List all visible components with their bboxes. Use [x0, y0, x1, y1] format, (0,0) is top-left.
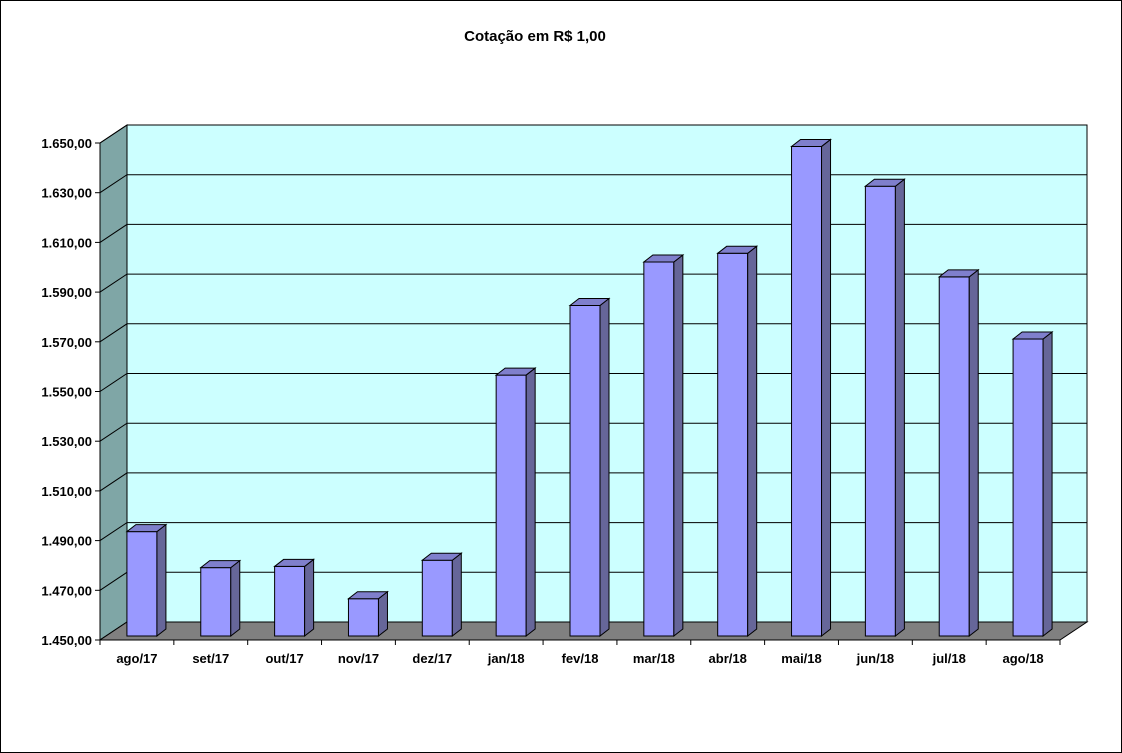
- x-tick-label: nov/17: [338, 651, 379, 666]
- bar-top: [716, 245, 759, 254]
- bar: [790, 138, 832, 638]
- gridline: [99, 472, 1087, 492]
- chart-title: Cotação em R$ 1,00: [464, 28, 606, 45]
- bar-front: [791, 145, 823, 637]
- x-tick-label: fev/18: [562, 651, 599, 666]
- bar-side: [451, 552, 462, 638]
- bar-side: [599, 297, 610, 638]
- bar: [347, 590, 389, 638]
- bar: [1011, 331, 1054, 638]
- bar: [494, 367, 537, 638]
- y-tick-label: 1.470,00: [41, 583, 92, 598]
- bar-side: [894, 178, 905, 638]
- bar-top: [420, 552, 463, 561]
- y-tick-label: 1.530,00: [41, 434, 92, 449]
- bar-front: [643, 261, 675, 637]
- bar-side: [968, 268, 979, 638]
- gridline: [99, 522, 1087, 542]
- bar-side: [304, 558, 315, 638]
- bar-side: [377, 590, 388, 638]
- bar-side: [673, 253, 684, 638]
- gridline: [99, 124, 1087, 144]
- bar: [642, 253, 685, 638]
- bar-top: [347, 591, 389, 600]
- bar-front: [200, 567, 232, 637]
- x-tick-label: ago/18: [1002, 651, 1043, 666]
- x-tick-label: mai/18: [781, 651, 821, 666]
- y-tick-label: 1.610,00: [41, 235, 92, 250]
- y-tick-label: 1.630,00: [41, 186, 92, 201]
- y-tick-label: 1.650,00: [41, 136, 92, 151]
- bar-top: [1011, 331, 1054, 340]
- bar-front: [495, 374, 527, 637]
- x-tick-label: jun/18: [856, 651, 895, 666]
- y-tick-label: 1.550,00: [41, 385, 92, 400]
- y-tick-label: 1.510,00: [41, 484, 92, 499]
- bar-top: [273, 558, 316, 567]
- x-tick-label: set/17: [192, 651, 229, 666]
- bar-front: [274, 565, 306, 637]
- x-tick-label: mar/18: [633, 651, 675, 666]
- gridline: [99, 273, 1087, 293]
- bar: [568, 297, 611, 638]
- x-tick-label: out/17: [265, 651, 303, 666]
- gridline: [99, 223, 1087, 243]
- bar-top: [568, 297, 611, 306]
- bar: [420, 552, 463, 638]
- bar-front: [1012, 338, 1044, 637]
- y-tick-label: 1.590,00: [41, 285, 92, 300]
- bar: [863, 178, 906, 638]
- bar-top: [790, 138, 832, 147]
- x-tick-label: ago/17: [116, 651, 157, 666]
- bar-front: [569, 304, 601, 637]
- bar-front: [717, 252, 749, 637]
- bar-top: [642, 254, 685, 263]
- bar-side: [821, 138, 832, 638]
- x-tick-label: abr/18: [709, 651, 747, 666]
- gridline: [99, 174, 1087, 194]
- bar: [716, 245, 759, 638]
- gridline: [99, 422, 1087, 442]
- x-tick-label: jan/18: [487, 651, 525, 666]
- x-tick-label: jul/18: [932, 651, 966, 666]
- bar-top: [125, 524, 168, 533]
- y-tick-label: 1.450,00: [41, 633, 92, 648]
- bar-side: [747, 245, 758, 638]
- bar-front: [347, 598, 379, 637]
- gridline: [99, 373, 1087, 392]
- bar-top: [199, 560, 242, 569]
- bar-front: [421, 559, 453, 637]
- bar-side: [156, 523, 167, 638]
- bar: [199, 559, 242, 638]
- bar: [273, 558, 316, 638]
- y-tick-label: 1.570,00: [41, 335, 92, 350]
- gridline: [99, 323, 1087, 343]
- x-tick-label: dez/17: [412, 651, 452, 666]
- bar-front: [864, 185, 896, 637]
- bar: [125, 523, 168, 638]
- bar-front: [938, 276, 970, 637]
- bar-side: [525, 367, 536, 638]
- y-tick-label: 1.490,00: [41, 534, 92, 549]
- bar-front: [126, 531, 158, 637]
- bar-top: [937, 269, 980, 278]
- bar-side: [1042, 331, 1053, 638]
- bar-side: [230, 559, 241, 638]
- bar-top: [494, 367, 537, 376]
- bar: [937, 268, 980, 638]
- bar-top: [863, 178, 906, 187]
